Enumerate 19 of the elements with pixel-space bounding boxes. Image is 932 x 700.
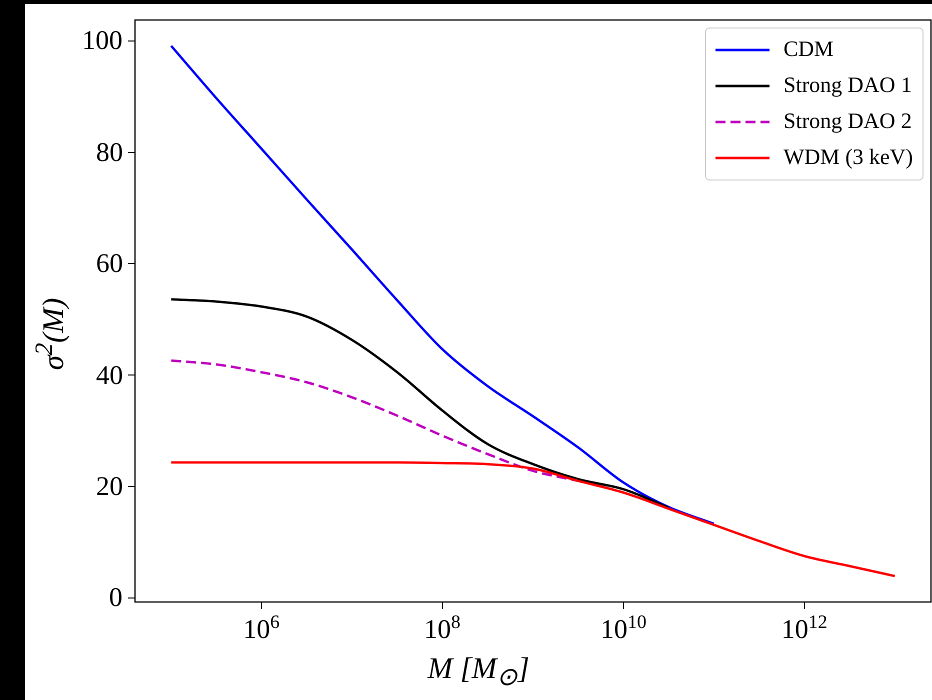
legend-label: Strong DAO 1 [783, 72, 912, 97]
line-series [170, 44, 716, 525]
line-series [170, 359, 580, 482]
x-tick-label: 10$^{8}$ [424, 612, 461, 644]
line-series [170, 461, 896, 578]
legend-label: WDM (3 keV) [783, 144, 914, 169]
y-tick-label: 40 [96, 360, 123, 390]
y-tick-label: 80 [96, 136, 123, 167]
y-tick-label: 60 [96, 248, 123, 278]
x-axis-title: M [M$_{⊙}$] [426, 652, 530, 692]
x-tick-label: 10$^{6}$ [243, 612, 280, 644]
x-tick-label: 10$^{12}$ [781, 612, 828, 644]
legend-label: Strong DAO 2 [783, 108, 912, 133]
y-tick-label: 0 [109, 582, 122, 612]
x-tick-label: 10$^{10}$ [600, 612, 646, 644]
line-series [170, 298, 670, 509]
y-tick-label: 100 [82, 25, 122, 56]
y-tick-label: 20 [96, 470, 123, 501]
legend-label: CDM [783, 36, 834, 61]
